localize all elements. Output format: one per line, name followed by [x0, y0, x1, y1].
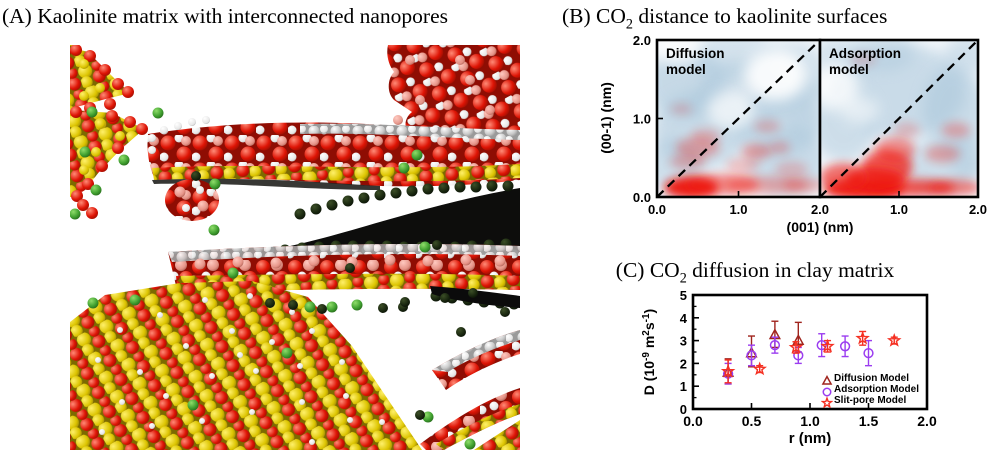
svg-text:0.0: 0.0	[633, 190, 651, 205]
panel-c-title-sub: 2	[679, 270, 687, 287]
density-label-diffusion: Diffusion model	[666, 46, 725, 78]
legend-star-icon	[821, 395, 833, 408]
svg-text:2: 2	[680, 356, 687, 371]
svg-text:2.0: 2.0	[633, 33, 651, 48]
panel-b-title-post: distance to kaolinite surfaces	[633, 4, 888, 28]
svg-text:1.0: 1.0	[890, 202, 908, 217]
legend-entry-triangle: Diffusion Model	[821, 374, 919, 385]
density-field	[657, 40, 820, 197]
diffusion-chart: 0 1 2 3 4 5 0.0 0.5 1.0 1.5 2.0 r (nm) D (10-9​ m2​s…	[641, 288, 937, 447]
svg-text:1.5: 1.5	[859, 413, 879, 429]
svg-text:(00-1) (nm): (00-1) (nm)	[598, 82, 614, 154]
kaolinite-fragment	[165, 179, 219, 221]
svg-text:5: 5	[680, 288, 687, 303]
series-star	[720, 330, 902, 384]
svg-text:2.0: 2.0	[811, 202, 829, 217]
svg-text:2.0: 2.0	[917, 413, 937, 429]
svg-text:0.5: 0.5	[742, 413, 762, 429]
svg-text:1.0: 1.0	[729, 202, 747, 217]
panel-a-title: (A) Kaolinite matrix with interconnected…	[2, 4, 448, 29]
panel-a-title-text: (A) Kaolinite matrix with interconnected…	[2, 4, 448, 28]
panel-b-title-pre: (B) CO	[562, 4, 626, 28]
svg-text:0.0: 0.0	[683, 413, 703, 429]
legend-entry-star: Slit-pore Model	[821, 395, 919, 408]
chart-legend: Diffusion Model Adsorption Model Slit-pore…	[821, 374, 919, 408]
series-circle	[722, 333, 874, 385]
density-field	[820, 40, 978, 197]
density-label-adsorption: Adsorption model	[829, 46, 901, 78]
legend-entry-circle: Adsorption Model	[821, 385, 919, 396]
svg-text:(001) (nm): (001) (nm)	[787, 219, 854, 235]
panel-c-title-post: diffusion in clay matrix	[686, 258, 895, 282]
svg-text:2.0: 2.0	[969, 202, 987, 217]
svg-text:r (nm): r (nm)	[789, 430, 832, 447]
legend-triangle-icon	[821, 374, 833, 385]
kaolinite-slab-bottom	[70, 281, 422, 450]
panel-b-title-sub: 2	[625, 16, 633, 33]
svg-text:3: 3	[680, 334, 687, 349]
panel-a-image	[70, 45, 520, 450]
panel-b-title: (B) CO2 distance to kaolinite surfaces	[562, 4, 887, 33]
svg-text:0: 0	[680, 402, 687, 417]
panel-c-title: (C) CO2 diffusion in clay matrix	[535, 258, 975, 287]
kaolinite-strips-bottom-right	[420, 330, 520, 450]
kaolinite-cluster-left	[70, 45, 148, 219]
density-plots: 0.0 1.0 2.0 1.0 2.0 0.0 1.0 2.0 (001) (nm) (00-1)…	[598, 33, 987, 235]
svg-text:1.0: 1.0	[800, 413, 820, 429]
kaolinite-sheet-lower	[168, 244, 520, 308]
svg-text:4: 4	[680, 311, 688, 326]
svg-text:1: 1	[680, 379, 687, 394]
svg-text:0.0: 0.0	[648, 202, 666, 217]
svg-text:1.0: 1.0	[633, 112, 651, 127]
legend-circle-icon	[822, 387, 832, 396]
svg-text:D (10-9​ m2​s-1​): D (10-9​ m2​s-1​)	[641, 309, 657, 395]
panel-c-title-pre: (C) CO	[615, 258, 680, 282]
co2-molecules	[70, 106, 510, 450]
kaolinite-sheet-upper	[147, 116, 520, 190]
